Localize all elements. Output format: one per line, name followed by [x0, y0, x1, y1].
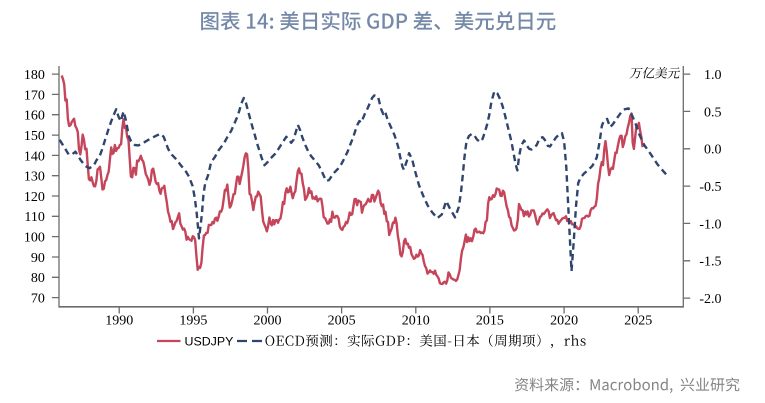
svg-text:140: 140 — [24, 149, 45, 164]
svg-text:80: 80 — [31, 271, 45, 286]
svg-text:-1.0: -1.0 — [699, 217, 721, 232]
svg-text:USDJPY: USDJPY — [185, 334, 234, 348]
svg-text:120: 120 — [24, 190, 45, 205]
svg-text:0.5: 0.5 — [704, 105, 722, 120]
svg-text:2000: 2000 — [254, 314, 282, 329]
svg-text:130: 130 — [24, 170, 45, 185]
svg-text:2015: 2015 — [476, 314, 504, 329]
svg-text:2005: 2005 — [328, 314, 356, 329]
svg-text:100: 100 — [24, 231, 45, 246]
svg-text:1.0: 1.0 — [704, 68, 722, 83]
svg-text:160: 160 — [24, 109, 45, 124]
svg-text:-1.5: -1.5 — [699, 255, 721, 270]
svg-text:2010: 2010 — [402, 314, 430, 329]
svg-text:2025: 2025 — [624, 314, 652, 329]
svg-text:70: 70 — [31, 292, 45, 307]
svg-text:-0.5: -0.5 — [699, 180, 721, 195]
svg-text:0.0: 0.0 — [704, 143, 722, 158]
svg-text:170: 170 — [24, 88, 45, 103]
svg-text:90: 90 — [31, 251, 45, 266]
svg-text:1995: 1995 — [179, 314, 207, 329]
svg-text:110: 110 — [24, 210, 44, 225]
svg-text:1990: 1990 — [105, 314, 133, 329]
svg-text:180: 180 — [24, 68, 45, 83]
svg-text:-2.0: -2.0 — [699, 292, 721, 307]
svg-text:150: 150 — [24, 129, 45, 144]
svg-text:2020: 2020 — [550, 314, 578, 329]
